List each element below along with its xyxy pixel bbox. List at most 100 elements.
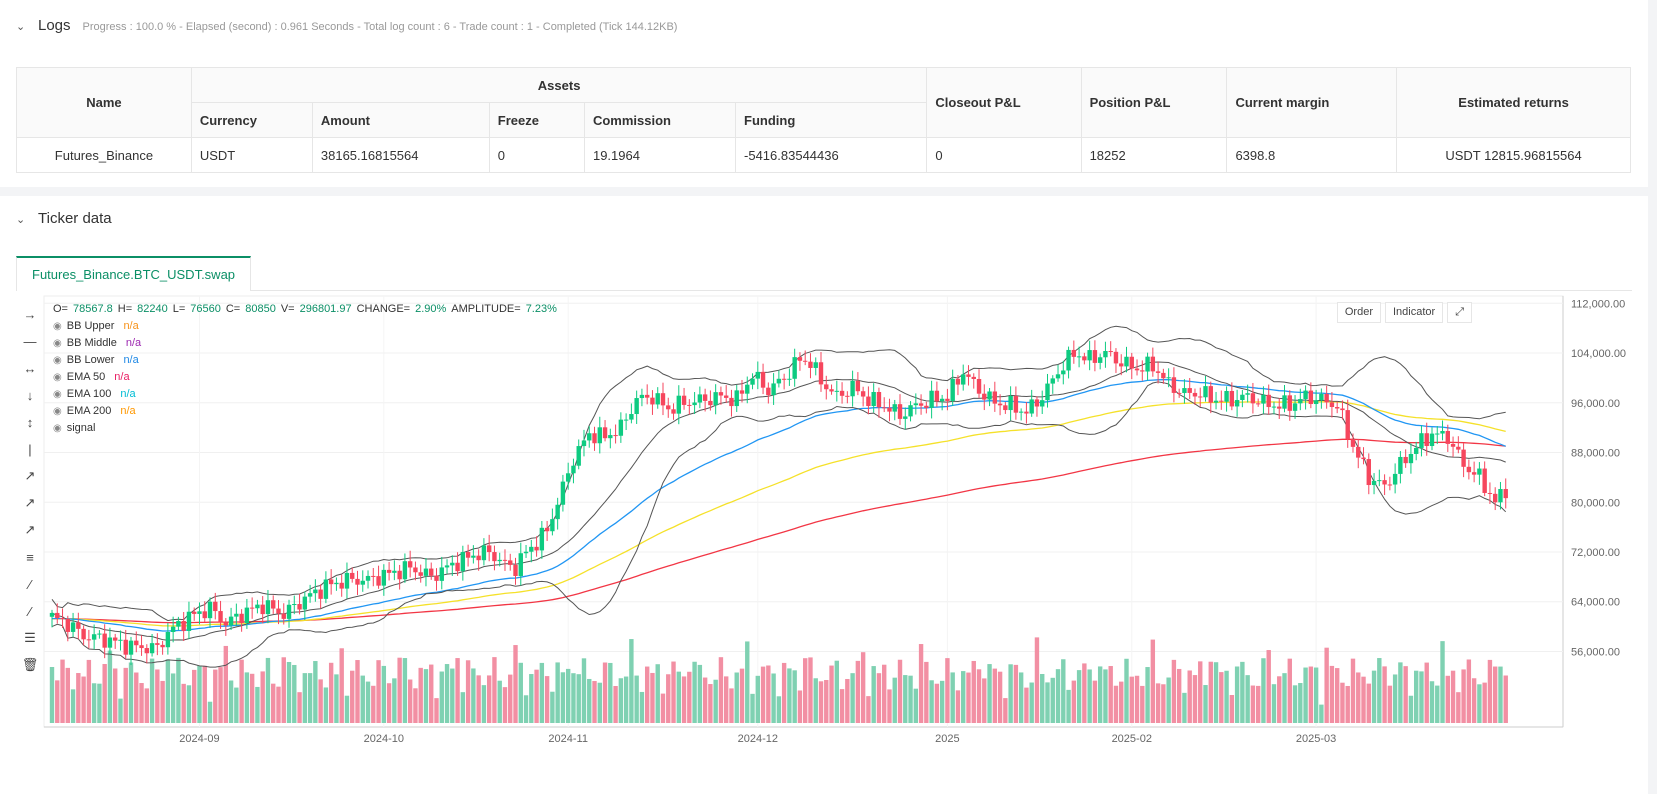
cell-closeout: 0: [926, 137, 1082, 173]
volume-bar: [1350, 658, 1356, 723]
candle-body: [1003, 405, 1008, 411]
legend-bb-lower[interactable]: ◉ BB Lower n/a: [53, 352, 557, 369]
price-chart[interactable]: 56,000.00 64,000.00 72,000.00 80,000.00 88,0…: [0, 196, 1648, 794]
candle-body: [239, 613, 244, 624]
volume-bar: [323, 687, 329, 723]
ray-line-icon[interactable]: ↗: [24, 495, 36, 510]
candle-body: [155, 643, 160, 645]
candle-body: [1377, 480, 1382, 482]
logs-header[interactable]: ⌄ Logs Progress : 100.0 % - Elapsed (sec…: [16, 17, 677, 34]
indicator-button[interactable]: Indicator: [1384, 302, 1444, 323]
legend-ema-200[interactable]: ◉ EMA 200 n/a: [53, 403, 557, 420]
vertical-segment-icon[interactable]: ↕: [26, 414, 34, 430]
cell-amount: 38165.16815564: [311, 137, 490, 173]
cell-name: Futures_Binance: [16, 137, 192, 173]
volume-bar: [1234, 666, 1240, 723]
volume-bar: [987, 664, 992, 723]
eye-icon[interactable]: ◉: [53, 321, 62, 332]
fib-retracement-icon[interactable]: ☰: [24, 630, 36, 645]
volume-bar: [1403, 666, 1408, 723]
eye-icon[interactable]: ◉: [53, 338, 62, 349]
volume-bar: [55, 680, 60, 723]
fib-channel-icon[interactable]: ∕: [28, 603, 32, 619]
eye-icon[interactable]: ◉: [53, 372, 62, 383]
legend-signal[interactable]: ◉ signal: [53, 420, 557, 437]
trend-line-icon[interactable]: ↗: [24, 468, 36, 483]
candle-body: [207, 601, 213, 619]
eye-icon[interactable]: ◉: [53, 389, 62, 400]
volume-bar: [1408, 695, 1414, 723]
candle-body: [955, 378, 961, 385]
trash-icon[interactable]: 🗑: [21, 657, 39, 672]
volume-bar: [602, 662, 608, 723]
ticker-header[interactable]: ⌄ Ticker data: [16, 210, 112, 227]
candle-body: [1245, 393, 1250, 395]
legend-bb-middle[interactable]: ◉ BB Middle n/a: [53, 335, 557, 352]
volume-bar: [186, 685, 192, 723]
volume-bar: [1208, 661, 1213, 723]
segment-line-icon[interactable]: ↗: [24, 522, 36, 537]
horizontal-line-icon[interactable]: —: [23, 333, 37, 349]
volume-bar: [97, 683, 102, 723]
volume-bar: [1292, 685, 1298, 723]
candle-body: [803, 360, 808, 362]
candle-body: [350, 572, 355, 579]
volume-bar: [1492, 666, 1498, 723]
volume-bar: [70, 689, 76, 723]
x-tick-label: 2025-02: [1112, 733, 1152, 745]
eye-icon[interactable]: ◉: [53, 355, 62, 366]
volume-bar: [1203, 685, 1208, 723]
volume-bar: [1477, 684, 1482, 723]
volume-bar: [1161, 684, 1166, 723]
price-range-icon[interactable]: ≡: [26, 549, 34, 565]
candle-body: [1313, 400, 1319, 405]
chevron-down-icon[interactable]: ⌄: [16, 21, 26, 33]
candle-body: [429, 568, 434, 576]
candle-body: [286, 604, 292, 619]
volume-bar: [286, 661, 292, 723]
candle-body: [587, 433, 592, 441]
horizontal-ray-icon[interactable]: →: [23, 306, 37, 322]
candle-body: [323, 579, 329, 599]
candle-body: [381, 569, 387, 586]
fullscreen-icon[interactable]: ⤢: [1447, 302, 1472, 323]
cell-funding: -5416.83544436: [735, 137, 928, 173]
parallel-channel-icon[interactable]: ∕: [28, 576, 32, 592]
volume-bar: [1298, 683, 1303, 723]
volume-bar: [1129, 676, 1134, 723]
volume-bar: [787, 668, 792, 723]
candle-body: [1440, 430, 1445, 434]
commission-header: Commission: [583, 102, 737, 138]
volume-bar: [1498, 666, 1503, 723]
volume-bar: [107, 650, 113, 723]
candle-body: [234, 613, 239, 617]
legend-bb-upper[interactable]: ◉ BB Upper n/a: [53, 318, 557, 335]
order-button[interactable]: Order: [1336, 302, 1381, 323]
x-tick-label: 2024-09: [179, 733, 219, 745]
chevron-down-icon[interactable]: ⌄: [16, 214, 26, 226]
candle-body: [149, 643, 155, 654]
eye-icon[interactable]: ◉: [53, 423, 62, 434]
vertical-ray-icon[interactable]: ↓: [26, 387, 34, 403]
volume-bar: [997, 671, 1003, 723]
candle-body: [123, 639, 128, 655]
volume-bar: [1229, 695, 1235, 723]
candle-body: [876, 391, 882, 408]
vertical-line-icon[interactable]: |: [28, 441, 32, 457]
eye-icon[interactable]: ◉: [53, 406, 62, 417]
volume-bar: [866, 696, 871, 723]
volume-bar: [982, 678, 987, 723]
candle-body: [1124, 356, 1129, 367]
volume-bar: [897, 659, 903, 723]
tab-btc-usdt-swap[interactable]: Futures_Binance.BTC_USDT.swap: [16, 256, 252, 291]
y-tick-label: 72,000.00: [1571, 547, 1620, 559]
volume-bar: [1456, 692, 1461, 723]
volume-bar: [1240, 661, 1245, 723]
horizontal-segment-icon[interactable]: ↔: [23, 360, 37, 376]
legend-ema-100[interactable]: ◉ EMA 100 n/a: [53, 386, 557, 403]
legend-label: EMA 50: [66, 371, 106, 383]
volume-bar: [850, 673, 855, 723]
candle-body: [671, 409, 676, 414]
candle-body: [792, 357, 797, 379]
legend-ema-50[interactable]: ◉ EMA 50 n/a: [53, 369, 557, 386]
